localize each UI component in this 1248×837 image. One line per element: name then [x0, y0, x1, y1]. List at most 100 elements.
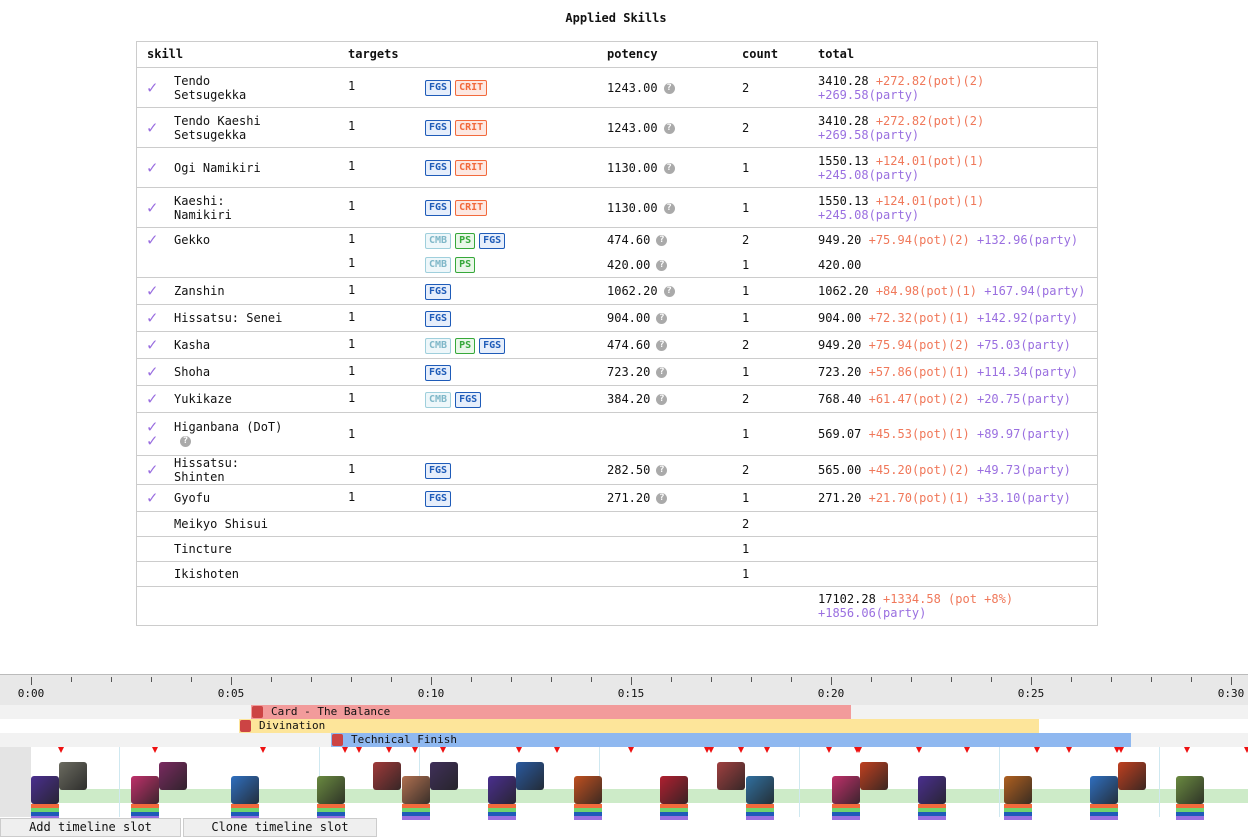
buff-stripe [317, 808, 345, 812]
checkbox-icon[interactable]: ✓ [147, 197, 158, 218]
buff-bar[interactable]: Card - The Balance [251, 705, 851, 719]
timeline-ruler[interactable]: 0:00 0:05 0:10 0:15 0:20 0:25 0:30 [0, 674, 1248, 706]
skill-icon[interactable] [660, 776, 688, 820]
checkbox-icon[interactable]: ✓ [147, 362, 158, 382]
skill-icon[interactable] [373, 762, 401, 790]
help-icon[interactable]: ? [656, 367, 668, 378]
checkbox-icon[interactable]: ✓ [147, 157, 158, 178]
damage-marker [356, 747, 362, 753]
checkbox-icon[interactable]: ✓ [147, 281, 158, 301]
help-icon[interactable]: ? [663, 82, 675, 94]
tag-fgs: FGS [425, 80, 452, 96]
col-total: total [808, 41, 1098, 68]
ruler-tick [711, 677, 712, 682]
tag-fgs: FGS [479, 337, 506, 354]
ruler-label: 0:10 [417, 687, 445, 700]
ruler-label: 0:15 [617, 687, 645, 700]
buff-stripe [131, 812, 159, 816]
ruler-tick [1231, 677, 1232, 685]
buff-stripe [746, 816, 774, 820]
checkbox-icon[interactable]: ✓ [147, 77, 158, 98]
checkbox-icon[interactable]: ✓ [147, 117, 158, 138]
skill-icon[interactable] [717, 762, 745, 790]
help-icon[interactable]: ? [663, 162, 675, 174]
checkbox-icon[interactable]: ✓ ✓ [147, 417, 158, 451]
timeline[interactable]: 0:00 0:05 0:10 0:15 0:20 0:25 0:30 Card - The … [0, 674, 1248, 837]
buff-stripe [574, 808, 602, 812]
buff-stripe [31, 804, 59, 808]
damage-marker [704, 747, 710, 753]
skill-icon[interactable] [1176, 776, 1204, 820]
help-icon[interactable]: ? [663, 122, 675, 134]
help-icon[interactable]: ? [656, 340, 668, 351]
skill-name: Gekko [174, 233, 211, 248]
buff-stripe [402, 804, 430, 808]
ruler-tick [671, 677, 672, 682]
buff-bar[interactable]: Divination [239, 719, 1039, 733]
help-icon[interactable]: ? [656, 465, 668, 476]
pot-bonus: +75.94(pot)(2) [868, 233, 970, 248]
skill-icon[interactable] [131, 776, 159, 820]
table-row: ✓ Zanshin 1 FGS 1062.20? 1 1062.20 +84.98(… [136, 277, 1098, 305]
skill-icon[interactable] [860, 762, 888, 790]
damage-marker [554, 747, 560, 753]
table-row: ✓ Shoha 1 FGS 723.20? 1 723.20 +57.86(pot)… [136, 358, 1098, 386]
checkbox-icon[interactable]: ✓ [147, 308, 158, 328]
help-icon[interactable]: ? [663, 202, 675, 214]
buff-stripe [746, 808, 774, 812]
skill-icon[interactable] [488, 776, 516, 820]
tag-ps: PS [455, 232, 476, 249]
skill-icon[interactable] [832, 776, 860, 820]
buff-bar[interactable]: Technical Finish [331, 733, 1131, 747]
checkbox-icon[interactable]: ✓ [147, 230, 158, 251]
add-timeline-slot-button[interactable]: Add timeline slot [0, 818, 181, 837]
count: 2 [732, 227, 808, 253]
skill-icon[interactable] [746, 776, 774, 820]
skill-icon[interactable] [317, 776, 345, 820]
skill-icon[interactable] [402, 776, 430, 820]
skill-icon[interactable] [430, 762, 458, 790]
targets: 1 [348, 489, 356, 504]
table-row: ✓ Kaeshi: Namikiri 1 FGS CRIT 1130.00? 1 15… [136, 187, 1098, 228]
help-icon[interactable]: ? [663, 286, 675, 297]
buff-stripe [402, 808, 430, 812]
tag-crit: CRIT [455, 120, 488, 136]
skill-icon[interactable] [574, 776, 602, 820]
skill-icon[interactable] [1004, 776, 1032, 820]
count: 1 [732, 147, 808, 188]
skill-icon[interactable] [1090, 776, 1118, 820]
clone-timeline-slot-button[interactable]: Clone timeline slot [183, 818, 377, 837]
checkbox-icon[interactable]: ✓ [147, 460, 158, 480]
skill-icon[interactable] [516, 762, 544, 790]
buff-name: Divination [259, 719, 326, 732]
help-icon[interactable]: ? [656, 394, 668, 405]
tag-ps: PS [455, 257, 476, 274]
targets: 1 [348, 336, 356, 351]
damage-marker [412, 747, 418, 753]
help-icon[interactable]: ? [656, 313, 668, 324]
skill-icon[interactable] [159, 762, 187, 790]
gcd-line [799, 747, 800, 817]
skill-icon[interactable] [59, 762, 87, 790]
skill-icon[interactable] [918, 776, 946, 820]
count: 1 [732, 277, 808, 305]
checkbox-icon[interactable]: ✓ [147, 389, 158, 409]
skill-track[interactable] [0, 747, 1248, 827]
skill-icon[interactable] [31, 776, 59, 820]
ruler-tick [631, 677, 632, 685]
skill-icon[interactable] [231, 776, 259, 820]
skill-icon[interactable] [1118, 762, 1146, 790]
help-icon[interactable]: ? [180, 436, 191, 447]
tag-fgs: FGS [479, 232, 506, 249]
help-icon[interactable]: ? [656, 493, 668, 504]
tag-cmb: CMB [425, 391, 452, 408]
checkbox-icon[interactable]: ✓ [147, 335, 158, 355]
tag-cmb: CMB [425, 337, 452, 354]
help-icon[interactable]: ? [656, 235, 668, 247]
ruler-tick [791, 677, 792, 682]
checkbox-icon[interactable]: ✓ [147, 488, 158, 508]
count: 2 [732, 67, 808, 108]
tag-fgs: FGS [425, 310, 452, 327]
help-icon[interactable]: ? [656, 259, 668, 271]
targets: 1 [348, 309, 356, 324]
